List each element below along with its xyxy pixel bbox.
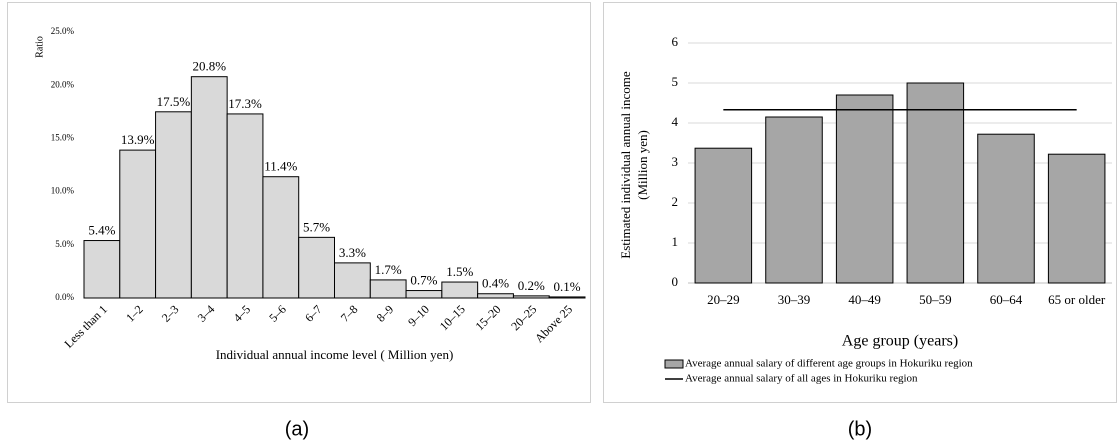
data-label: 3.3% [339, 245, 366, 260]
bar [226, 113, 264, 299]
x-tick-label: 15–20 [472, 302, 503, 333]
x-tick-label: 20–25 [508, 302, 539, 333]
y-tick-label: 2 [672, 194, 679, 209]
legend-label: Average annual salary of all ages in Hok… [685, 373, 918, 385]
bar [477, 293, 514, 299]
data-label: 1.7% [375, 262, 402, 277]
panel-label: (a) [285, 418, 309, 440]
x-tick-label: 1–2 [123, 302, 146, 325]
legend-swatch [664, 359, 684, 369]
bar [765, 116, 823, 284]
bar [512, 295, 550, 299]
x-tick-label: 9–10 [405, 302, 432, 329]
y-axis-title: Estimated individual annual income [618, 71, 633, 259]
y-tick-label: 0 [672, 274, 679, 289]
bar [906, 82, 965, 284]
y-tick-label: 6 [672, 34, 679, 49]
y-tick-label: 1 [672, 234, 679, 249]
data-label: 1.5% [446, 264, 473, 279]
bar [694, 147, 753, 284]
x-tick-label: 4–5 [230, 302, 253, 325]
y-tick-label: 0.0% [55, 292, 74, 302]
data-label: 0.7% [410, 273, 437, 288]
x-tick-label: 65 or older [1048, 292, 1106, 307]
bar [119, 149, 157, 299]
x-tick-label: 3–4 [195, 302, 218, 325]
legend-label: Average annual salary of different age g… [685, 358, 973, 370]
data-label: 20.8% [192, 59, 226, 74]
data-label: 0.4% [482, 276, 509, 291]
x-tick-label: 50–59 [919, 292, 952, 307]
data-label: 5.7% [303, 219, 330, 234]
y-tick-label: 3 [672, 154, 679, 169]
bar [369, 279, 407, 299]
bar [977, 133, 1035, 284]
y-tick-label: 4 [672, 114, 679, 129]
data-label: 5.4% [88, 223, 115, 238]
x-tick-label: 30–39 [778, 292, 811, 307]
data-label: 17.3% [228, 96, 262, 111]
bar [298, 236, 336, 299]
panel-border [7, 2, 591, 403]
bar [190, 76, 228, 299]
bar [334, 262, 371, 299]
x-tick-label: 2–3 [159, 302, 182, 325]
y-axis-title: (Million yen) [635, 130, 650, 200]
data-label: 17.5% [157, 94, 191, 109]
x-tick-label: 20–29 [707, 292, 740, 307]
y-tick-label: 15.0% [51, 132, 75, 142]
x-tick-label: Less than 1 [61, 302, 110, 351]
x-tick-label: 5–6 [266, 302, 289, 325]
bar [1047, 153, 1106, 284]
x-axis-title: Age group (years) [842, 333, 958, 350]
y-axis-title: Ratio [34, 36, 45, 58]
data-label: 13.9% [121, 132, 155, 147]
x-tick-label: 10–15 [437, 302, 468, 333]
bar [83, 240, 121, 299]
bar [835, 94, 894, 284]
bar [262, 176, 300, 299]
data-label: 11.4% [264, 159, 297, 174]
x-tick-label: 8–9 [374, 302, 397, 325]
y-tick-label: 20.0% [51, 79, 75, 89]
panel-border [603, 2, 1117, 403]
x-tick-label: 6–7 [302, 302, 325, 325]
x-tick-label: 60–64 [990, 292, 1023, 307]
bar [155, 111, 192, 299]
y-tick-label: 10.0% [51, 186, 75, 196]
x-tick-label: 40–49 [848, 292, 881, 307]
bar [405, 290, 443, 299]
bar [548, 296, 586, 299]
y-tick-label: 5.0% [55, 239, 74, 249]
x-axis-title: Individual annual income level ( Million… [216, 347, 454, 362]
bar [441, 281, 479, 299]
panel-label: (b) [848, 418, 872, 440]
y-tick-label: 25.0% [51, 26, 75, 36]
y-tick-label: 5 [672, 74, 679, 89]
data-label: 0.2% [518, 278, 545, 293]
x-tick-label: 7–8 [338, 302, 361, 325]
x-tick-label: Above 25 [532, 302, 575, 345]
data-label: 0.1% [554, 279, 581, 294]
